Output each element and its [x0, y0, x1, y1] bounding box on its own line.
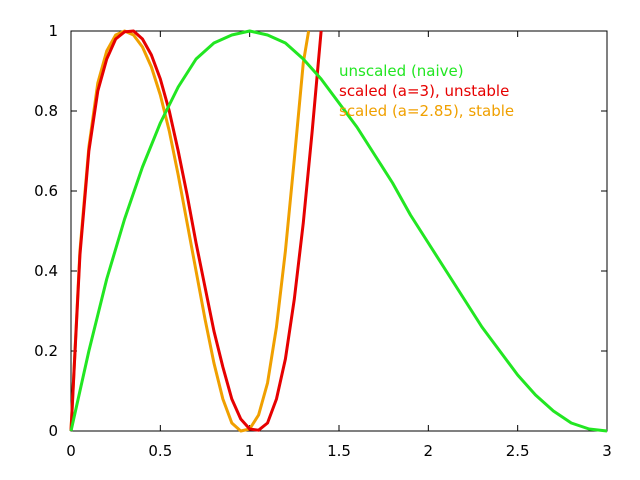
- legend-entry-0: unscaled (naive): [339, 62, 464, 80]
- legend-entry-2: scaled (a=2.85), stable: [339, 102, 514, 120]
- x-tick-label: 2.5: [506, 442, 530, 460]
- x-tick-label: 2: [424, 442, 434, 460]
- plot-lines: [69, 29, 608, 433]
- x-tick-label: 1.5: [327, 442, 351, 460]
- y-tick-label: 0.4: [34, 262, 58, 280]
- x-tick-label: 0.5: [148, 442, 172, 460]
- y-tick-label: 1: [48, 22, 58, 40]
- y-tick-label: 0.8: [34, 102, 58, 120]
- series-line-1: [69, 29, 323, 432]
- legend-entry-1: scaled (a=3), unstable: [339, 82, 509, 100]
- series-line-2: [69, 29, 311, 433]
- x-tick-label: 0: [66, 442, 76, 460]
- legend: unscaled (naive) scaled (a=3), unstable sc…: [339, 62, 514, 120]
- y-tick-label: 0.6: [34, 182, 58, 200]
- x-axis: 0 0.5 1 1.5 2 2.5 3: [66, 31, 612, 460]
- series-line-0: [69, 29, 608, 433]
- x-tick-label: 3: [602, 442, 612, 460]
- y-tick-label: 0: [48, 422, 58, 440]
- y-tick-label: 0.2: [34, 342, 58, 360]
- x-tick-label: 1: [245, 442, 255, 460]
